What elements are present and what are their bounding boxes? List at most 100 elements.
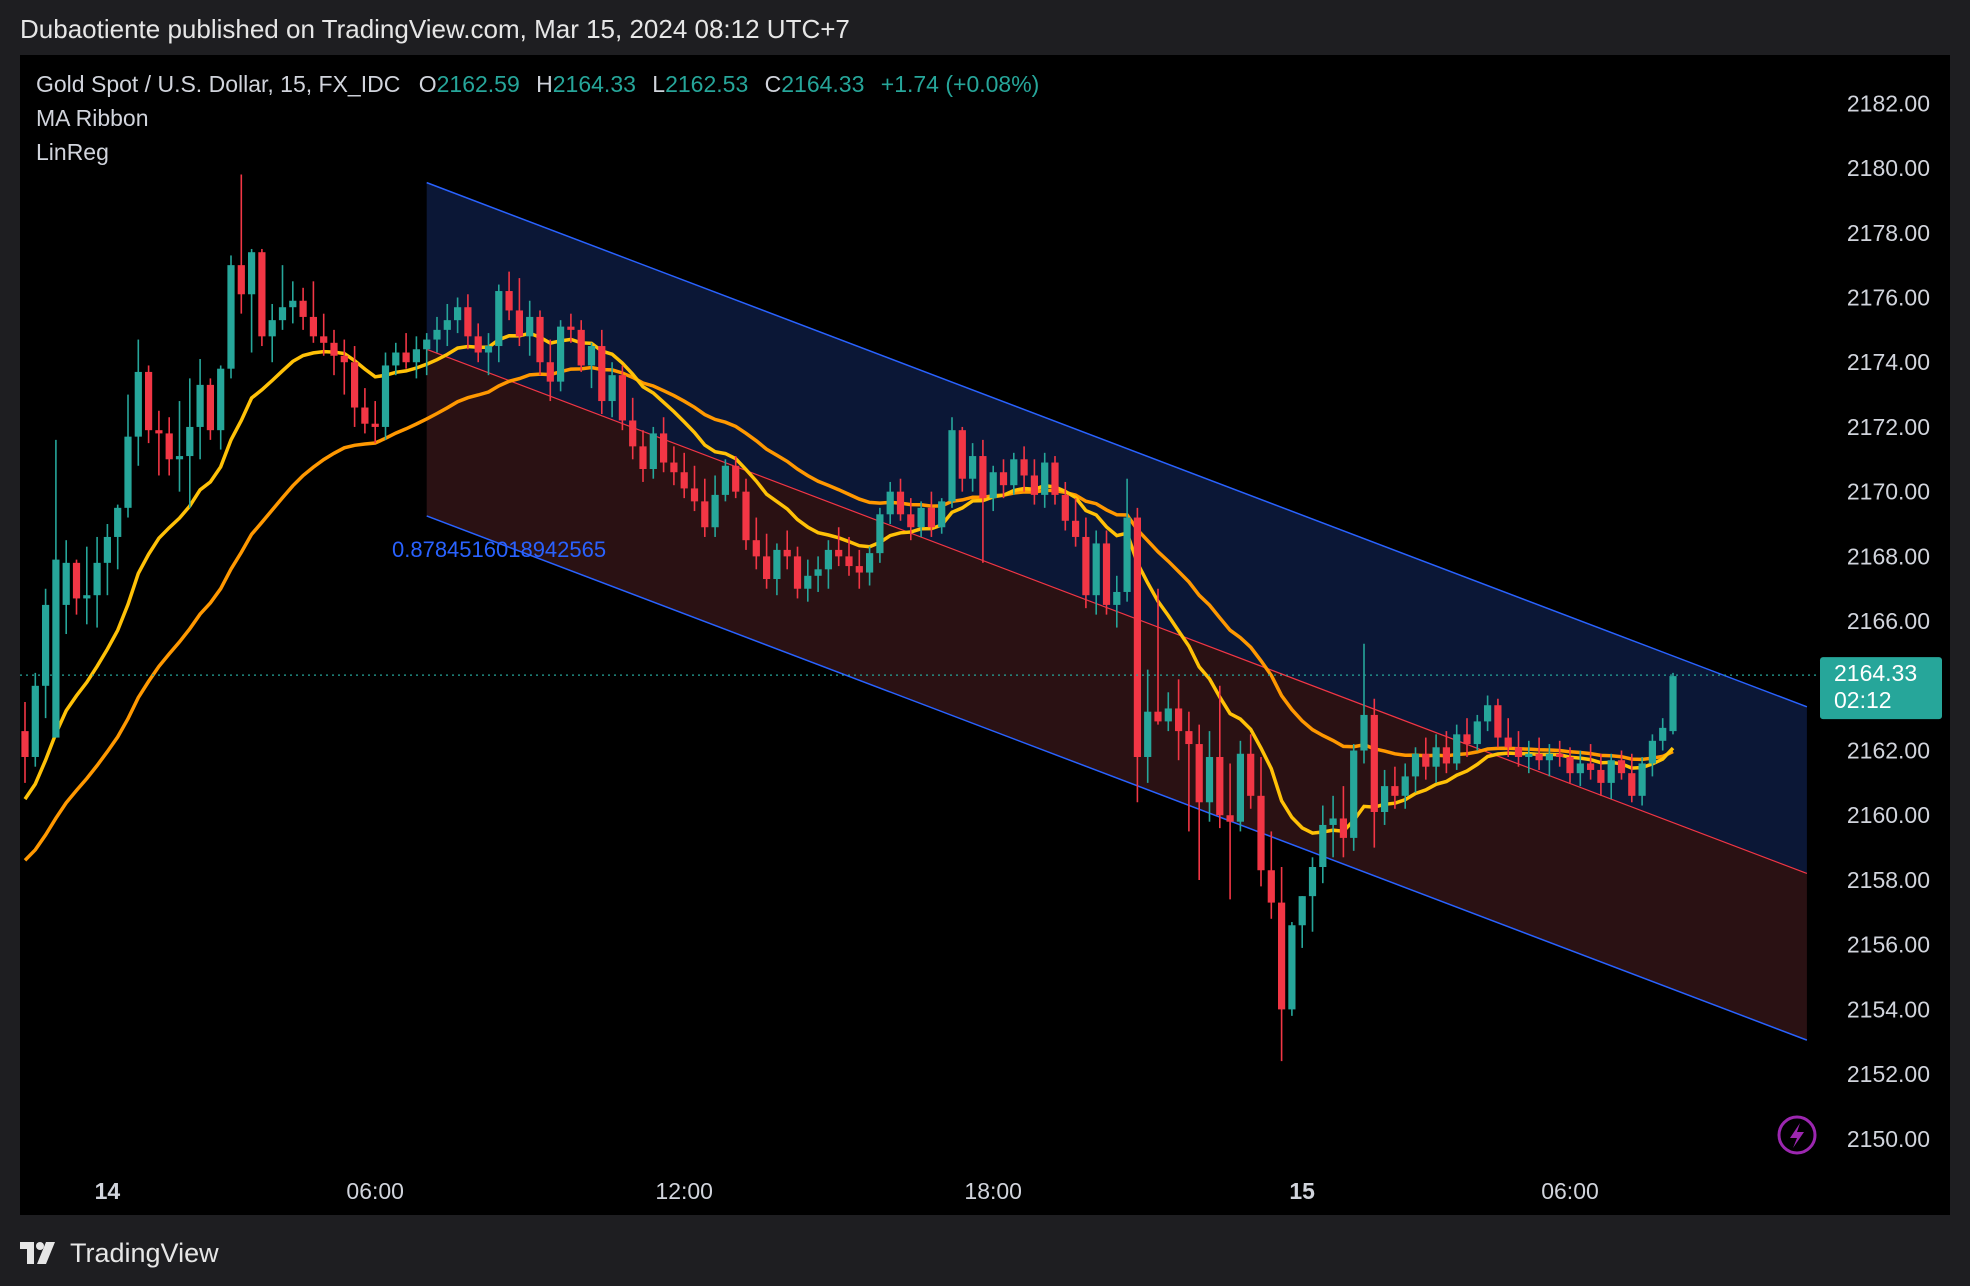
candle-body <box>814 569 822 576</box>
candle <box>186 378 194 508</box>
candle-body <box>1370 714 1378 813</box>
channel-lower-line <box>426 515 1808 1041</box>
candle <box>1020 446 1028 492</box>
candle <box>1278 867 1286 1062</box>
candle-body <box>1411 753 1420 777</box>
indicator-ma-ribbon[interactable]: MA Ribbon <box>36 105 149 131</box>
candle-body <box>1638 763 1646 796</box>
time-tick-label: 06:00 <box>1541 1178 1599 1204</box>
candle <box>1319 805 1327 884</box>
candle <box>1133 507 1141 803</box>
candle <box>1339 786 1347 858</box>
candle <box>217 365 225 450</box>
indicator-linreg[interactable]: LinReg <box>36 139 109 165</box>
candle-body <box>72 562 81 599</box>
candle <box>1525 740 1533 774</box>
candle <box>495 284 503 363</box>
chart-area[interactable]: 0.8784516018942565 2182.00 2180.00 2178.00… <box>20 55 1950 1215</box>
price-tick-label: 2178.00 <box>1847 220 1930 246</box>
candle <box>196 358 204 460</box>
candle <box>999 459 1008 499</box>
candle <box>1659 718 1667 751</box>
candle-body <box>196 384 204 427</box>
candles <box>21 174 1677 1062</box>
candle <box>1401 763 1409 809</box>
candle <box>1216 685 1224 829</box>
candle-body <box>248 252 256 295</box>
candle-body <box>598 346 606 402</box>
channel-upper-line <box>426 181 1808 708</box>
candle <box>227 255 235 379</box>
candle-body <box>907 514 915 528</box>
candle <box>392 342 400 376</box>
candle-body <box>557 326 565 382</box>
candle <box>1360 643 1368 764</box>
candle <box>351 346 359 427</box>
candle <box>1082 517 1090 609</box>
candle <box>526 300 534 356</box>
channel-upper-fill <box>426 182 1807 874</box>
candle-body <box>103 536 111 563</box>
price-tick-label: 2174.00 <box>1847 349 1930 375</box>
candle <box>587 342 596 389</box>
candle <box>62 540 70 635</box>
candle-body <box>752 540 760 557</box>
candle <box>835 527 843 567</box>
candle-body <box>340 355 348 363</box>
candle-body <box>1391 786 1399 796</box>
lightning-icon[interactable] <box>1777 1115 1817 1155</box>
candle <box>484 333 493 376</box>
symbol-legend[interactable]: Gold Spot / U.S. Dollar, 15, FX_IDC O216… <box>36 71 1039 98</box>
candle-body <box>1144 711 1152 757</box>
candle-body <box>484 346 493 353</box>
candle-body <box>804 575 812 589</box>
candle <box>206 378 214 440</box>
candle-body <box>1545 753 1553 761</box>
price-chart[interactable]: 0.8784516018942565 2182.00 2180.00 2178.00… <box>20 55 1950 1215</box>
candle <box>93 536 101 628</box>
candle-body <box>206 384 214 431</box>
candle-body <box>1350 750 1358 838</box>
candle-body <box>1082 536 1090 596</box>
price-tick-label: 2176.00 <box>1847 285 1930 311</box>
candle-body <box>42 604 50 686</box>
candle <box>1144 669 1152 783</box>
candle <box>1092 530 1100 615</box>
candle-body <box>371 423 379 427</box>
candle-body <box>690 488 699 502</box>
candle <box>1514 731 1523 767</box>
footer-brand: TradingView <box>70 1237 219 1268</box>
candle-body <box>886 491 894 515</box>
channel-lower-fill <box>426 349 1807 1041</box>
candle <box>1432 734 1440 783</box>
candle <box>618 365 626 431</box>
candle-body <box>927 507 935 528</box>
candle <box>680 452 688 499</box>
candle <box>1669 672 1677 735</box>
candle-body <box>969 456 977 479</box>
bar-countdown-label: 02:12 <box>1834 687 1892 713</box>
candle-body <box>866 553 874 573</box>
candle <box>690 465 699 512</box>
candle <box>1247 734 1255 809</box>
symbol-title: Gold Spot / U.S. Dollar, 15, FX_IDC <box>36 71 401 97</box>
price-tick-label: 2160.00 <box>1847 802 1930 828</box>
candle-body <box>145 371 153 431</box>
candle <box>670 446 678 486</box>
candle <box>1175 679 1183 761</box>
candle-body <box>1494 705 1502 738</box>
candle <box>649 426 657 479</box>
candle <box>1535 737 1543 770</box>
price-tick-label: 2152.00 <box>1847 1061 1930 1087</box>
candle <box>1308 857 1317 932</box>
candle <box>433 316 441 353</box>
candle <box>454 297 462 334</box>
candle <box>1576 750 1584 787</box>
candle <box>1123 478 1131 602</box>
candle <box>608 362 616 418</box>
candle-body <box>1535 753 1543 761</box>
candle <box>1453 724 1461 770</box>
candle-body <box>1525 753 1533 757</box>
published-header: Dubaotiente published on TradingView.com… <box>20 14 850 44</box>
candle-body <box>464 307 472 337</box>
